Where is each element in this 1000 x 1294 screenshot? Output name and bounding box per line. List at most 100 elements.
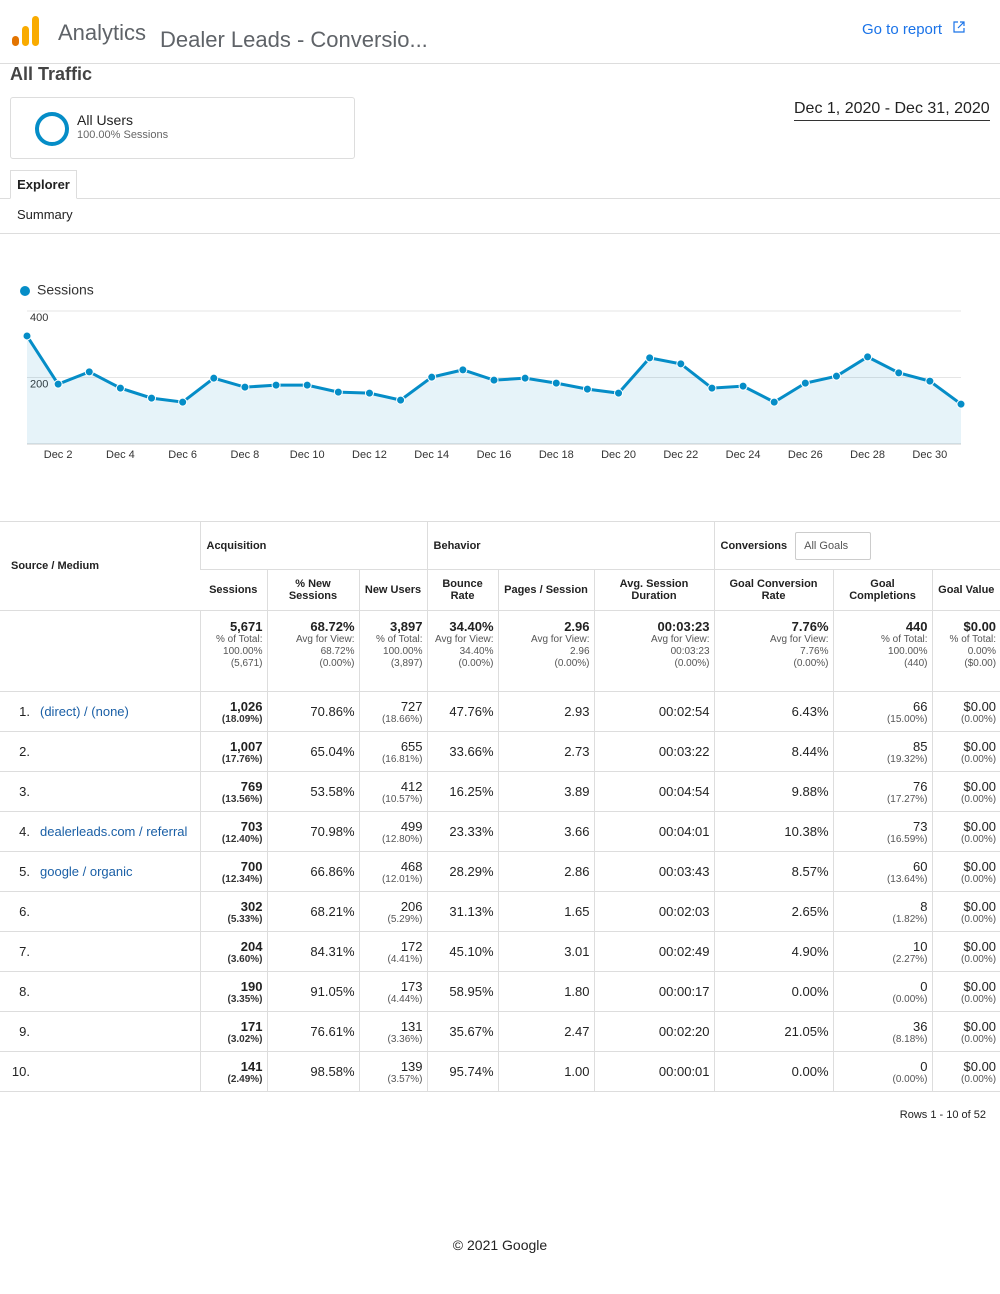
data-row: 6. 302 (5.33%) 68.21% 206 (5.29%) 31.13% 1.65 00… xyxy=(0,891,1000,932)
column-header[interactable]: Bounce Rate xyxy=(426,569,499,611)
cell-value: 2.93 xyxy=(564,704,590,719)
data-row: 7. 204 (3.60%) 84.31% 172 (4.41%) 45.10% 3.01 00… xyxy=(0,931,1000,972)
cell-value: 4.90% xyxy=(791,944,829,959)
cell-percent: (16.81%) xyxy=(381,753,423,765)
rank: 10. xyxy=(11,1064,30,1079)
point xyxy=(769,397,779,407)
cell-percent: (17.27%) xyxy=(886,793,928,805)
x-tick-label: Dec 6 xyxy=(168,449,197,461)
segment-detail: 100.00% Sessions xyxy=(77,129,169,141)
goal-select[interactable]: All Goals xyxy=(795,531,872,560)
cell: 0.00% xyxy=(713,971,834,1012)
cell: 769 (13.56%) xyxy=(199,771,267,812)
cell-value: 00:00:17 xyxy=(658,984,710,999)
source-link[interactable]: dealerleads.com / referral xyxy=(40,824,188,839)
y-tick-label: 200 xyxy=(30,378,48,390)
cell-value: $0.00 xyxy=(963,778,997,794)
cell: 1.80 xyxy=(497,971,595,1012)
tab[interactable]: Explorer xyxy=(10,170,77,199)
column-header[interactable]: Sessions xyxy=(200,569,267,611)
cell: 0 (0.00%) xyxy=(832,1051,933,1092)
cell: 1,026 (18.09%) xyxy=(199,691,267,732)
cell: 141 (2.49%) xyxy=(199,1051,267,1092)
cell: 00:02:20 xyxy=(593,1011,715,1052)
total-note: Avg for View: xyxy=(650,634,710,645)
column-header[interactable]: Avg. Session Duration xyxy=(593,569,715,611)
source-link[interactable]: google / organic xyxy=(40,864,133,879)
point xyxy=(614,388,624,398)
point xyxy=(956,399,966,409)
go-to-report-text[interactable]: Go to report xyxy=(862,21,943,38)
cell-value: 9.88% xyxy=(791,784,829,799)
segment-card[interactable]: All Users 100.00% Sessions xyxy=(10,97,355,159)
cell: 302 (5.33%) xyxy=(199,891,267,932)
cell-percent: (17.76%) xyxy=(221,753,263,765)
cell-value: 16.25% xyxy=(449,784,494,799)
cell-value: 2.73 xyxy=(564,744,590,759)
total-note: % of Total: xyxy=(949,634,997,645)
cell-percent: (19.32%) xyxy=(886,753,928,765)
cell: 468 (12.01%) xyxy=(358,851,428,892)
cell: 206 (5.29%) xyxy=(358,891,428,932)
go-to-report[interactable]: Go to report xyxy=(862,21,965,39)
cell-percent: (12.40%) xyxy=(221,833,263,845)
total-value: 34.40% xyxy=(449,619,494,634)
point xyxy=(645,353,655,363)
cell: 3.89 xyxy=(497,771,595,812)
source-cell: 9. xyxy=(0,1011,200,1052)
column-header[interactable]: Goal Conversion Rate xyxy=(713,569,834,611)
cell-value: 76 xyxy=(913,778,928,794)
cell-percent: (0.00%) xyxy=(961,913,997,925)
cell: 65.04% xyxy=(266,731,359,772)
app-name: Analytics xyxy=(58,20,147,45)
cell-value: $0.00 xyxy=(963,1018,997,1034)
cell: 6.43% xyxy=(713,691,834,732)
cell-value: 700 xyxy=(240,858,263,874)
cell: 1.65 xyxy=(497,891,595,932)
cell: 9.88% xyxy=(713,771,834,812)
view-title: All Traffic xyxy=(10,64,93,84)
cell-value: 8 xyxy=(920,898,928,914)
subtab[interactable]: Summary xyxy=(17,207,73,222)
cell-value: 60 xyxy=(913,858,928,874)
cell: 73 (16.59%) xyxy=(832,811,933,852)
source-link[interactable]: (direct) / (none) xyxy=(40,704,129,719)
cell: $0.00 (0.00%) xyxy=(931,1011,1000,1052)
cell: 0.00% xyxy=(713,1051,834,1092)
cell-value: 139 xyxy=(400,1058,423,1074)
rank: 7. xyxy=(19,944,30,959)
cell-value: 00:04:01 xyxy=(658,824,710,839)
rank: 6. xyxy=(19,904,30,919)
cell-value: 141 xyxy=(240,1058,263,1074)
total-note: Avg for View: xyxy=(295,634,355,645)
cell: 2.93 xyxy=(497,691,595,732)
cell: 3.01 xyxy=(497,931,595,972)
column-header[interactable]: Goal Completions xyxy=(832,569,933,611)
cell-percent: (13.64%) xyxy=(886,873,928,885)
column-header[interactable]: Pages / Session xyxy=(497,569,595,611)
cell-value: 171 xyxy=(240,1018,263,1034)
cell-value: 10 xyxy=(913,938,928,954)
cell: 10.38% xyxy=(713,811,834,852)
cell: 36 (8.18%) xyxy=(832,1011,933,1052)
column-header[interactable]: % New Sessions xyxy=(266,569,359,611)
point xyxy=(894,368,904,378)
rank: 1. xyxy=(19,704,30,719)
cell: $0.00 (0.00%) xyxy=(931,1051,1000,1092)
cell: 190 (3.35%) xyxy=(199,971,267,1012)
point xyxy=(831,371,841,381)
group-name: Behavior xyxy=(433,539,481,552)
cell-value: $0.00 xyxy=(963,818,997,834)
column-header[interactable]: Goal Value xyxy=(931,569,1000,611)
total-cell: 440% of Total: 100.00% (440) xyxy=(832,610,933,692)
column-header[interactable]: New Users xyxy=(358,569,428,611)
cell-value: 131 xyxy=(400,1018,423,1034)
x-tick-label: Dec 2 xyxy=(44,449,73,461)
total-note: 100.00% xyxy=(223,646,263,657)
cell: 66.86% xyxy=(266,851,359,892)
point xyxy=(582,384,592,394)
date-range[interactable]: Dec 1, 2020 - Dec 31, 2020 xyxy=(794,100,990,121)
column-row: Sessions% New Sessions New Users Bounce Ra… xyxy=(0,569,1000,611)
cell-value: 70.98% xyxy=(310,824,355,839)
point xyxy=(738,381,748,391)
